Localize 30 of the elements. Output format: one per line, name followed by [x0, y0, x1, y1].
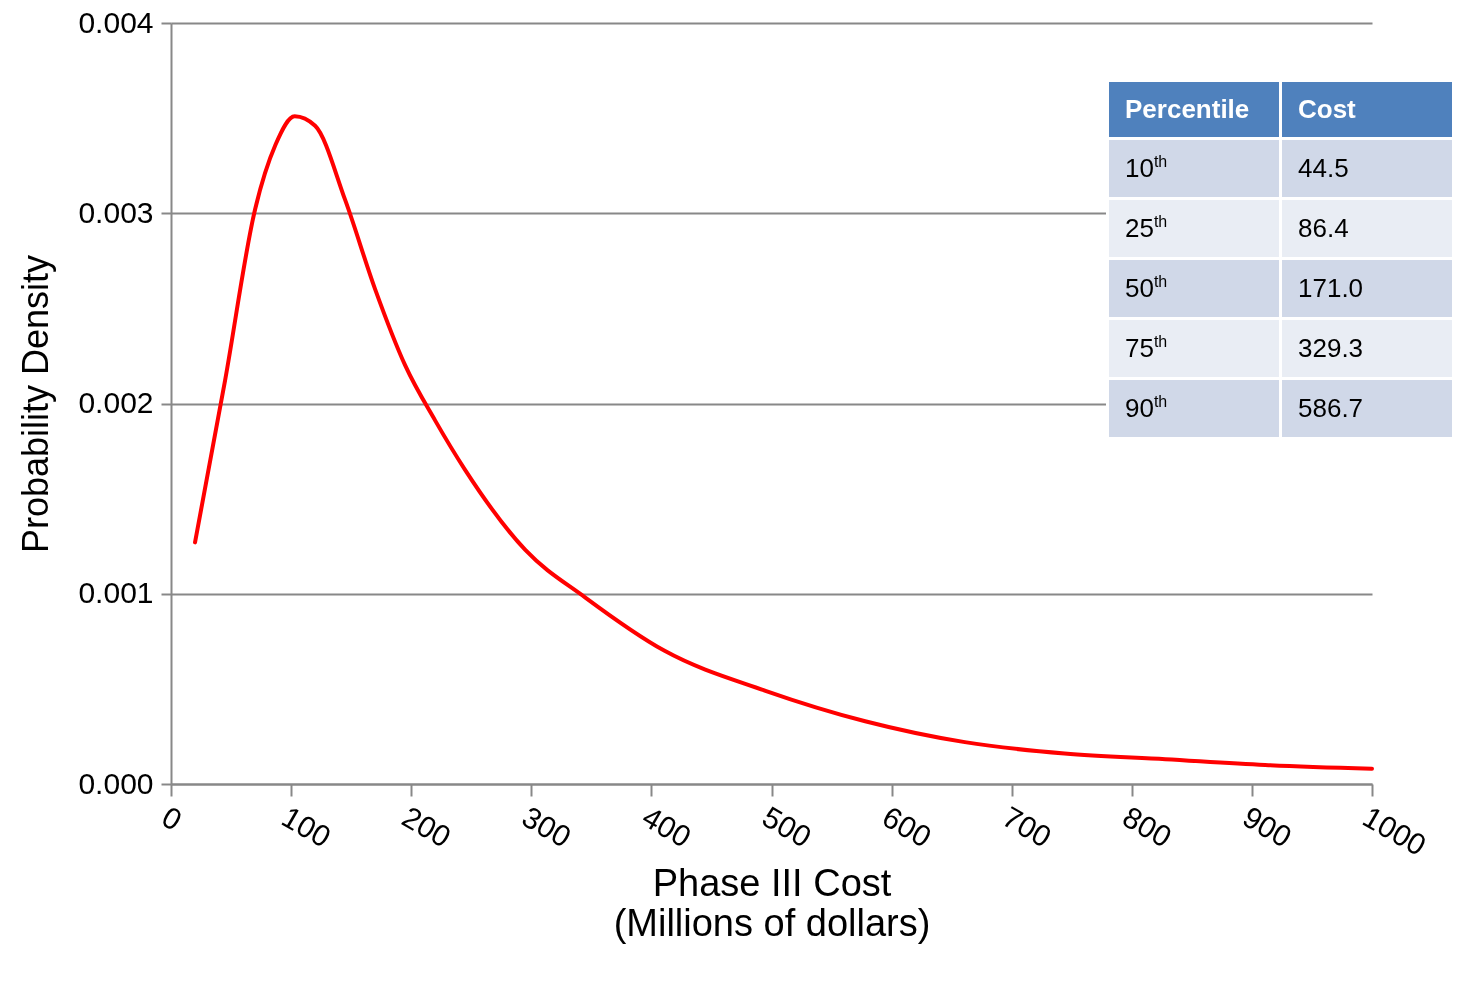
x-tick-label: 300	[516, 799, 577, 854]
y-tick-label: 0.002	[78, 386, 154, 419]
annotation: 90$^{th}$	[1107, 378, 1281, 439]
annotation: Cost	[1280, 80, 1454, 139]
x-tick-label: 600	[877, 799, 937, 854]
annotation: 586.7	[1280, 378, 1454, 439]
annotation: 44.5	[1280, 138, 1454, 199]
x-tick-label: 500	[757, 799, 817, 854]
x-axis-title: Phase III Cost (Millions of dollars)	[613, 861, 931, 944]
annotation: 171.0	[1280, 258, 1454, 319]
y-tick-label: 0.003	[78, 195, 154, 229]
x-tick-label: 200	[396, 799, 457, 854]
annotation: 329.3	[1280, 318, 1454, 379]
x-tick-label: 1000	[1357, 799, 1432, 862]
y-axis-title: Probability Density	[15, 254, 57, 554]
y-tick-label: 0.000	[78, 766, 154, 800]
annotation: 86.4	[1280, 198, 1454, 259]
x-tick-label: 800	[1117, 799, 1178, 854]
x-tick-label: 0	[156, 799, 188, 837]
annotation: 50$^{th}$	[1107, 258, 1281, 319]
annotation: 25$^{th}$	[1107, 198, 1281, 259]
x-tick-label: 700	[997, 799, 1058, 854]
x-tick-label: 900	[1237, 799, 1298, 854]
x-tick-label: 100	[276, 799, 337, 854]
x-tick-label: 400	[636, 799, 697, 854]
annotation: Percentile	[1107, 80, 1281, 139]
y-tick-label: 0.001	[78, 576, 154, 610]
annotation: 75$^{th}$	[1107, 318, 1281, 379]
y-tick-label: 0.004	[78, 5, 154, 39]
annotation: 10$^{th}$	[1107, 138, 1281, 199]
